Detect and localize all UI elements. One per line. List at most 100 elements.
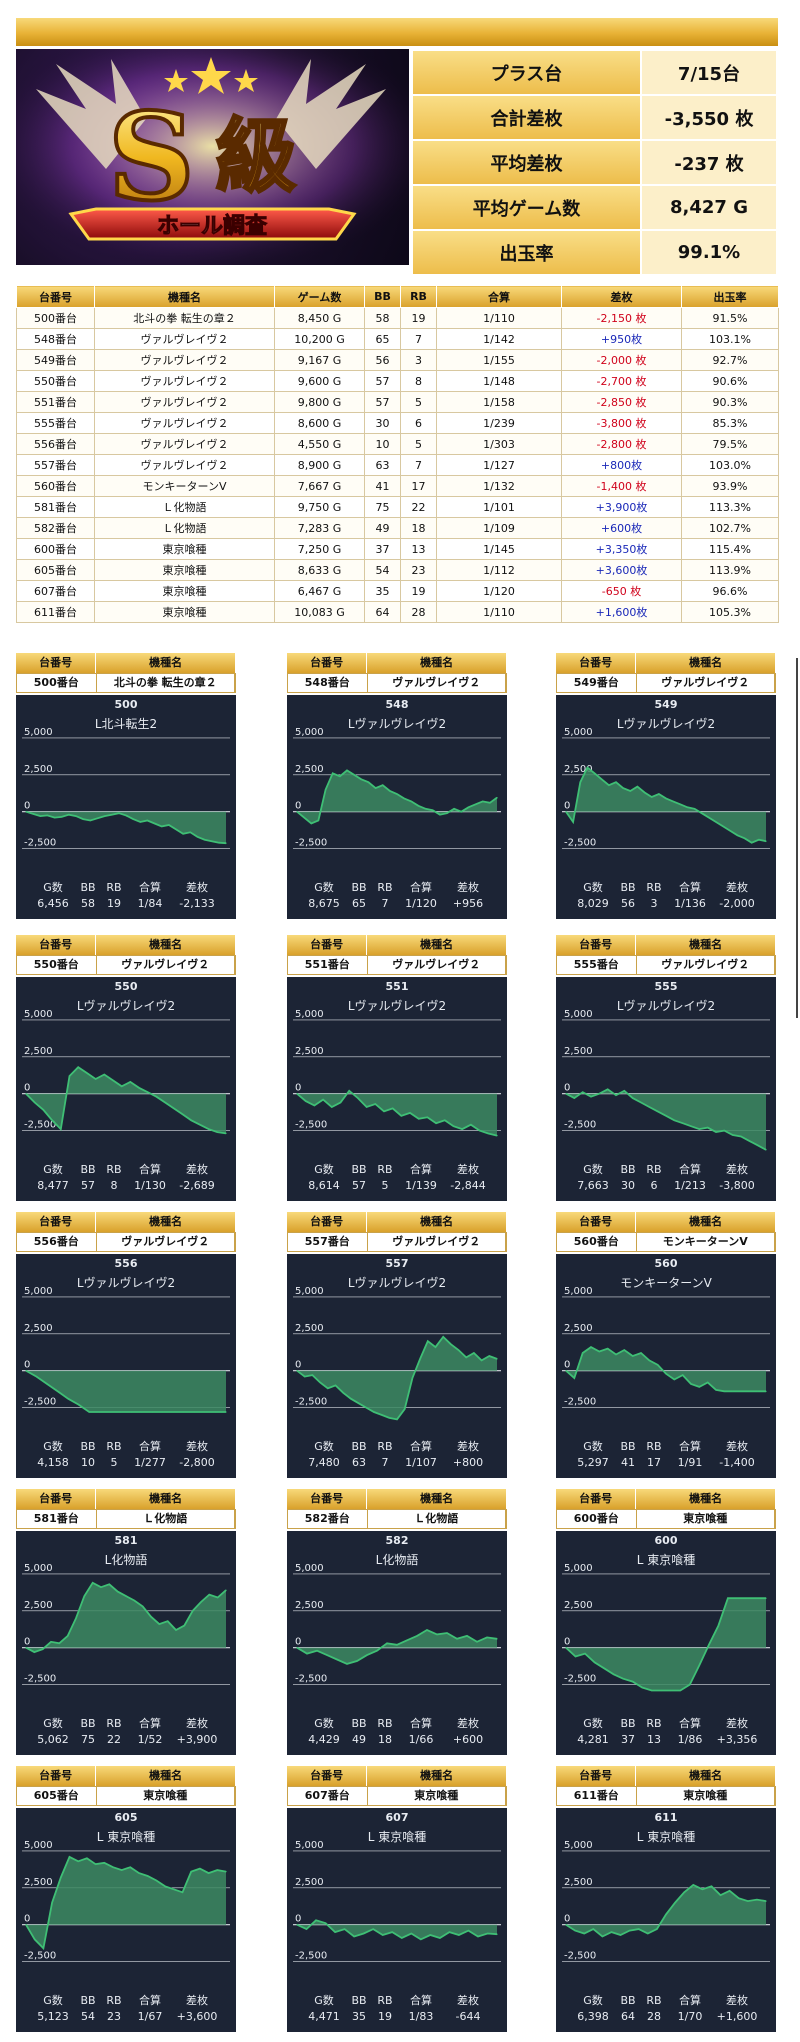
data-point — [656, 1928, 658, 1930]
graph-panel: 611 L 東京喰種 5,000 2,500 0 -2,500 G数 BB RB 合算 差枚 6,39… — [556, 1808, 776, 2032]
data-point — [33, 1651, 35, 1653]
data-point — [419, 1358, 421, 1360]
stat-label-bb: BB — [80, 1163, 96, 1176]
data-point — [593, 1661, 596, 1664]
data-point — [190, 1119, 192, 1121]
data-point — [51, 1901, 53, 1904]
table-cell: 103.0% — [681, 454, 779, 476]
data-point — [356, 1660, 358, 1662]
table-row: 557番台 ヴァルヴレイヴ２ 8,900 G 63 7 1/127 +800枚 103.0% — [16, 454, 779, 476]
data-point — [396, 1418, 398, 1420]
y-tick-label: 0 — [564, 1360, 570, 1371]
y-tick-label: 0 — [295, 1083, 301, 1094]
stat-value-total: 1/83 — [408, 2010, 434, 2023]
data-point — [366, 1654, 368, 1656]
y-tick-label: -2,500 — [564, 838, 596, 849]
data-point — [629, 790, 631, 792]
graph-panel: 600 L 東京喰種 5,000 2,500 0 -2,500 G数 BB RB 合算 差枚 4,28… — [556, 1531, 776, 1755]
difference-area — [566, 1347, 766, 1392]
kyu-kanji: 級 — [216, 110, 296, 203]
data-point — [429, 1934, 431, 1936]
data-point — [651, 1689, 653, 1692]
data-point — [162, 1411, 164, 1413]
table-cell: 41 — [364, 475, 401, 497]
stat-value-rb: 7 — [381, 897, 389, 910]
data-point — [155, 1879, 158, 1882]
data-point — [42, 1648, 44, 1650]
stat-label-bb: BB — [80, 1717, 96, 1730]
data-point — [400, 1115, 402, 1117]
data-point — [173, 1888, 175, 1890]
card-header: 台番号 機種名 — [287, 653, 507, 673]
table-row: 556番台 ヴァルヴレイヴ２ 4,550 G 10 5 1/303 -2,800 枚 79.5… — [16, 433, 779, 455]
stat-value-bb: 41 — [621, 1456, 635, 1469]
data-point — [296, 1093, 298, 1095]
data-point — [434, 1346, 437, 1348]
graph-unit-number: 557 — [385, 1257, 409, 1270]
stat-value-diff: +3,900 — [176, 1733, 218, 1746]
y-tick-label: -2,500 — [295, 838, 327, 849]
data-point — [32, 813, 34, 815]
stat-value-diff: -644 — [455, 2010, 481, 2023]
data-point — [381, 1414, 383, 1416]
model-header-label: 機種名 — [96, 653, 236, 673]
graph-panel: 548 Lヴァルヴレイヴ2 5,000 2,500 0 -2,500 G数 BB RB 合算 差枚 8… — [287, 695, 507, 919]
unit-number: 555番台 — [557, 956, 637, 974]
stat-value-diff: +1,600 — [716, 2010, 758, 2023]
model-header-label: 機種名 — [636, 1489, 776, 1509]
data-point — [373, 1411, 375, 1413]
table-cell: 607番台 — [16, 580, 95, 602]
data-point — [50, 1641, 52, 1643]
stat-value-diff: -2,133 — [179, 897, 215, 910]
unit-header-label: 台番号 — [16, 1766, 97, 1786]
stats-labels: G数 BB RB 合算 差枚 — [287, 1716, 507, 1732]
graph-panel: 556 Lヴァルヴレイヴ2 5,000 2,500 0 -2,500 G数 BB RB 合算 差枚 4… — [16, 1254, 236, 1478]
data-point — [710, 1885, 713, 1887]
table-cell: 560番台 — [16, 475, 95, 497]
y-tick-label: -2,500 — [564, 1120, 596, 1131]
stat-label-bb: BB — [351, 881, 367, 894]
data-point — [715, 1131, 717, 1133]
table-cell: 500番台 — [16, 307, 95, 329]
card-header: 台番号 機種名 — [556, 1212, 776, 1232]
data-point — [25, 1647, 27, 1649]
graph-title: L北斗転生2 — [94, 717, 158, 731]
table-cell: 550番台 — [16, 370, 95, 392]
data-point — [679, 803, 681, 805]
unit-number: 600番台 — [557, 1510, 637, 1528]
data-point — [632, 1681, 634, 1683]
data-point — [75, 815, 77, 817]
data-point — [474, 803, 477, 805]
data-point — [374, 787, 377, 789]
data-point — [418, 1118, 420, 1120]
graph-title: Lヴァルヴレイヴ2 — [347, 717, 447, 731]
graph-panel: 551 Lヴァルヴレイヴ2 5,000 2,500 0 -2,500 G数 BB RB 合算 差枚 8… — [287, 977, 507, 1201]
card-subheader: 548番台 ヴァルヴレイヴ２ — [287, 673, 507, 693]
data-point — [651, 796, 653, 798]
unit-header-label: 台番号 — [287, 653, 368, 673]
data-point — [313, 1104, 315, 1107]
data-point — [473, 1352, 475, 1354]
stats-labels: G数 BB RB 合算 差枚 — [556, 1716, 776, 1732]
data-point — [409, 1112, 411, 1114]
data-point — [182, 833, 184, 835]
data-point — [615, 1353, 617, 1356]
unit-card: 台番号 機種名 500番台 北斗の拳 転生の章２ 500 L北斗転生2 5,000 2,500… — [16, 653, 236, 919]
table-cell: 605番台 — [16, 559, 95, 581]
card-subheader: 605番台 東京喰種 — [16, 1786, 236, 1806]
stat-value-total: 1/86 — [677, 1733, 703, 1746]
model-name: 東京喰種 — [637, 1510, 775, 1528]
data-point — [103, 1862, 105, 1864]
difference-graph: 5,000 2,500 0 -2,500 — [22, 1286, 230, 1413]
data-point — [204, 1411, 206, 1413]
data-point — [225, 1871, 227, 1873]
y-tick-label: 0 — [295, 1637, 301, 1648]
unit-header-label: 台番号 — [556, 1212, 637, 1232]
data-point — [467, 806, 470, 808]
data-point — [183, 1624, 185, 1627]
data-point — [622, 1678, 624, 1680]
data-point — [732, 1390, 734, 1392]
scrollbar-track[interactable] — [796, 658, 798, 1018]
difference-line — [25, 1369, 226, 1413]
data-point — [417, 805, 420, 807]
